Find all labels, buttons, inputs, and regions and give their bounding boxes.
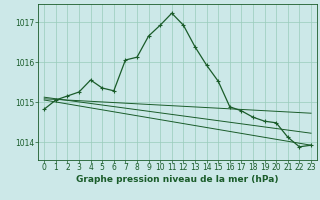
X-axis label: Graphe pression niveau de la mer (hPa): Graphe pression niveau de la mer (hPa)	[76, 175, 279, 184]
